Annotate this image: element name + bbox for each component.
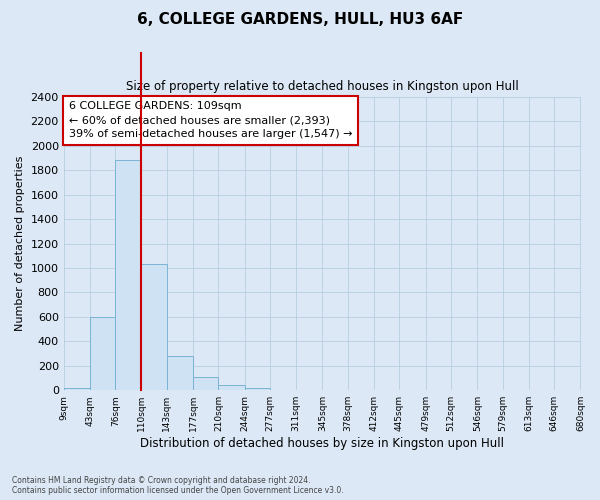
Bar bbox=[167, 356, 193, 390]
Bar bbox=[64, 388, 90, 390]
Bar bbox=[193, 377, 218, 390]
Bar bbox=[90, 317, 115, 390]
Text: 6, COLLEGE GARDENS, HULL, HU3 6AF: 6, COLLEGE GARDENS, HULL, HU3 6AF bbox=[137, 12, 463, 28]
Text: Contains HM Land Registry data © Crown copyright and database right 2024.
Contai: Contains HM Land Registry data © Crown c… bbox=[12, 476, 344, 495]
Bar bbox=[142, 264, 167, 390]
Y-axis label: Number of detached properties: Number of detached properties bbox=[15, 156, 25, 332]
X-axis label: Distribution of detached houses by size in Kingston upon Hull: Distribution of detached houses by size … bbox=[140, 437, 504, 450]
Bar bbox=[218, 384, 245, 390]
Bar bbox=[245, 388, 270, 390]
Text: 6 COLLEGE GARDENS: 109sqm
← 60% of detached houses are smaller (2,393)
39% of se: 6 COLLEGE GARDENS: 109sqm ← 60% of detac… bbox=[69, 102, 352, 140]
Bar bbox=[115, 160, 142, 390]
Title: Size of property relative to detached houses in Kingston upon Hull: Size of property relative to detached ho… bbox=[126, 80, 518, 93]
